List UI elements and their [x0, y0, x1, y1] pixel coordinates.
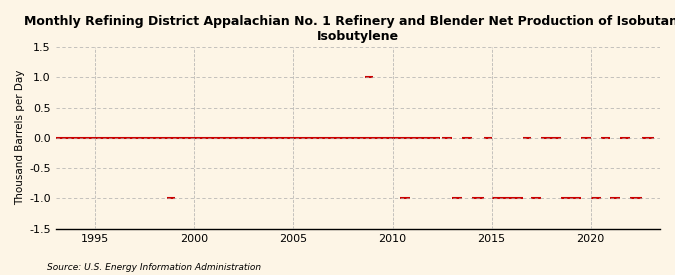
Y-axis label: Thousand Barrels per Day: Thousand Barrels per Day [15, 70, 25, 205]
Title: Monthly Refining District Appalachian No. 1 Refinery and Blender Net Production : Monthly Refining District Appalachian No… [24, 15, 675, 43]
Text: Source: U.S. Energy Information Administration: Source: U.S. Energy Information Administ… [47, 263, 261, 272]
